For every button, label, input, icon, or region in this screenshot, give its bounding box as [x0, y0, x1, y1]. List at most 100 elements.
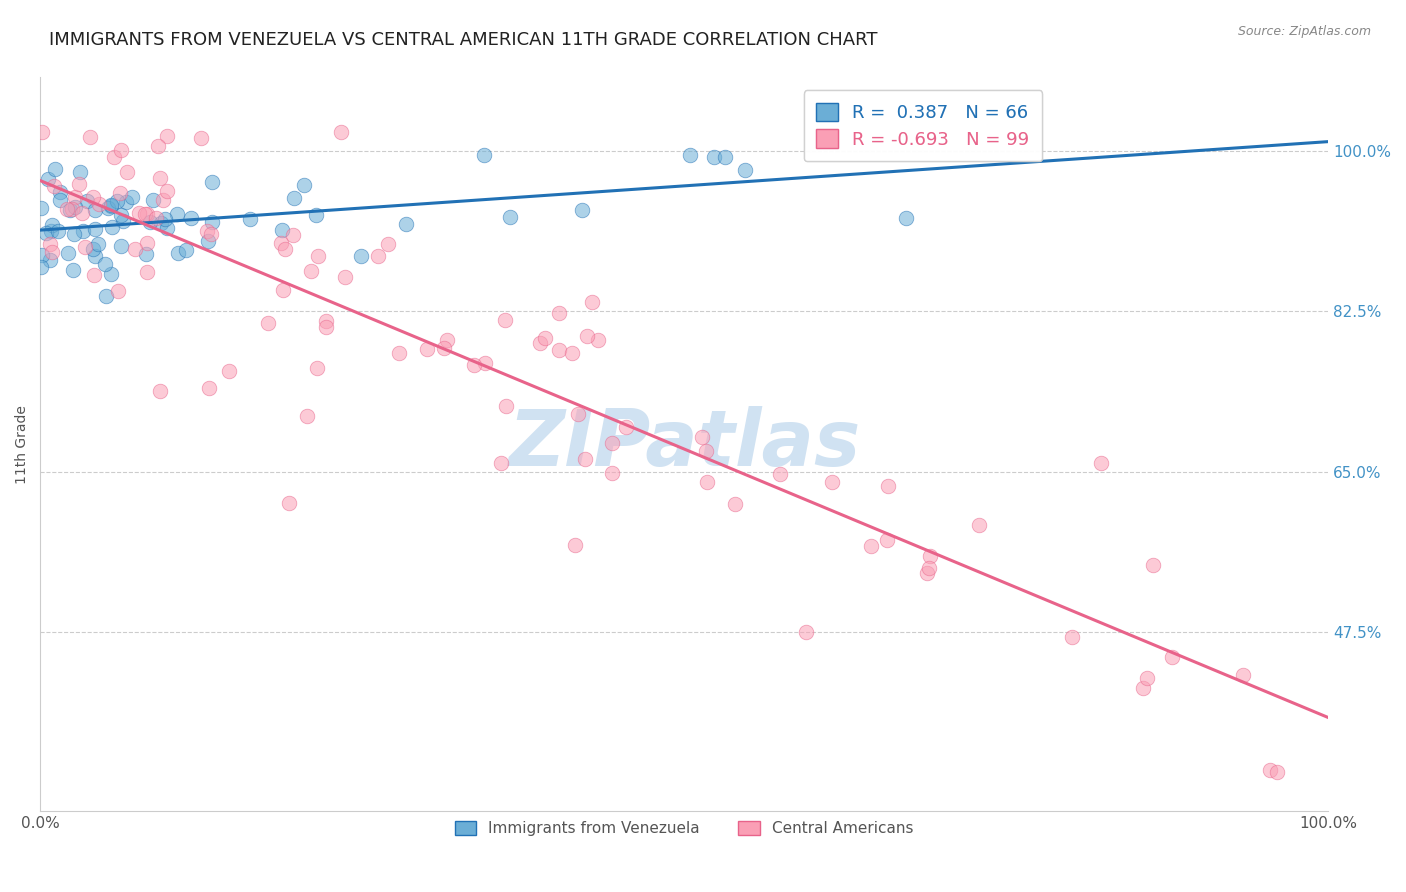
Point: [273, 283, 295, 297]
Point: [72, 224, 94, 238]
Point: [588, 333, 610, 347]
Point: [73, 240, 96, 254]
Point: [495, 399, 517, 413]
Point: [67, 178, 90, 192]
Point: [83, 222, 105, 236]
Point: [70, 206, 93, 220]
Point: [110, 239, 132, 253]
Point: [156, 128, 179, 143]
Point: [60, 202, 83, 216]
Point: [62, 263, 84, 277]
Point: [30, 201, 52, 215]
Point: [197, 224, 219, 238]
Point: [614, 420, 637, 434]
Point: [107, 284, 129, 298]
Point: [155, 221, 177, 235]
Point: [283, 191, 305, 205]
Point: [329, 126, 352, 140]
Point: [35, 226, 58, 240]
Point: [87, 237, 110, 252]
Point: [48, 224, 70, 238]
Text: ZIPatlas: ZIPatlas: [508, 407, 860, 483]
Point: [695, 444, 717, 458]
Point: [110, 208, 132, 222]
Point: [121, 190, 143, 204]
Point: [37, 172, 59, 186]
Point: [114, 195, 136, 210]
Point: [152, 193, 174, 207]
Point: [433, 342, 456, 356]
Point: [156, 184, 179, 198]
Point: [103, 150, 125, 164]
Point: [218, 364, 240, 378]
Point: [600, 466, 623, 480]
Point: [65, 190, 87, 204]
Point: [239, 212, 262, 227]
Point: [197, 234, 219, 248]
Point: [63, 227, 86, 242]
Point: [270, 223, 292, 237]
Point: [112, 214, 135, 228]
Point: [41, 244, 63, 259]
Point: [96, 202, 118, 216]
Text: Source: ZipAtlas.com: Source: ZipAtlas.com: [1237, 25, 1371, 38]
Point: [377, 236, 399, 251]
Point: [149, 216, 172, 230]
Point: [107, 194, 129, 208]
Point: [149, 171, 172, 186]
Point: [796, 624, 818, 639]
Point: [142, 194, 165, 208]
Point: [190, 130, 212, 145]
Point: [567, 407, 589, 421]
Point: [575, 329, 598, 343]
Point: [270, 236, 292, 251]
Point: [69, 164, 91, 178]
Point: [110, 186, 132, 200]
Point: [134, 207, 156, 221]
Point: [136, 265, 159, 279]
Point: [124, 242, 146, 256]
Point: [499, 210, 522, 224]
Point: [155, 211, 177, 226]
Point: [581, 294, 603, 309]
Point: [571, 203, 593, 218]
Point: [1160, 650, 1182, 665]
Point: [724, 497, 747, 511]
Point: [115, 165, 138, 179]
Point: [63, 200, 86, 214]
Point: [877, 479, 900, 493]
Point: [494, 313, 516, 327]
Point: [135, 235, 157, 250]
Point: [136, 207, 159, 221]
Point: [367, 249, 389, 263]
Point: [1232, 668, 1254, 682]
Point: [82, 242, 104, 256]
Point: [679, 148, 702, 162]
Point: [56, 246, 79, 260]
Point: [395, 217, 418, 231]
Point: [472, 148, 495, 162]
Point: [96, 289, 118, 303]
Point: [167, 245, 190, 260]
Point: [135, 247, 157, 261]
Point: [56, 202, 79, 216]
Point: [31, 247, 53, 261]
Point: [333, 269, 356, 284]
Point: [489, 456, 512, 470]
Point: [83, 250, 105, 264]
Point: [79, 130, 101, 145]
Point: [967, 518, 990, 533]
Point: [1142, 558, 1164, 573]
Point: [257, 317, 280, 331]
Point: [1265, 765, 1288, 780]
Point: [561, 346, 583, 360]
Point: [734, 162, 756, 177]
Point: [101, 220, 124, 235]
Point: [49, 194, 72, 208]
Point: [100, 267, 122, 281]
Text: IMMIGRANTS FROM VENEZUELA VS CENTRAL AMERICAN 11TH GRADE CORRELATION CHART: IMMIGRANTS FROM VENEZUELA VS CENTRAL AME…: [49, 31, 877, 49]
Point: [201, 175, 224, 189]
Point: [918, 561, 941, 575]
Point: [197, 381, 219, 395]
Point: [547, 306, 569, 320]
